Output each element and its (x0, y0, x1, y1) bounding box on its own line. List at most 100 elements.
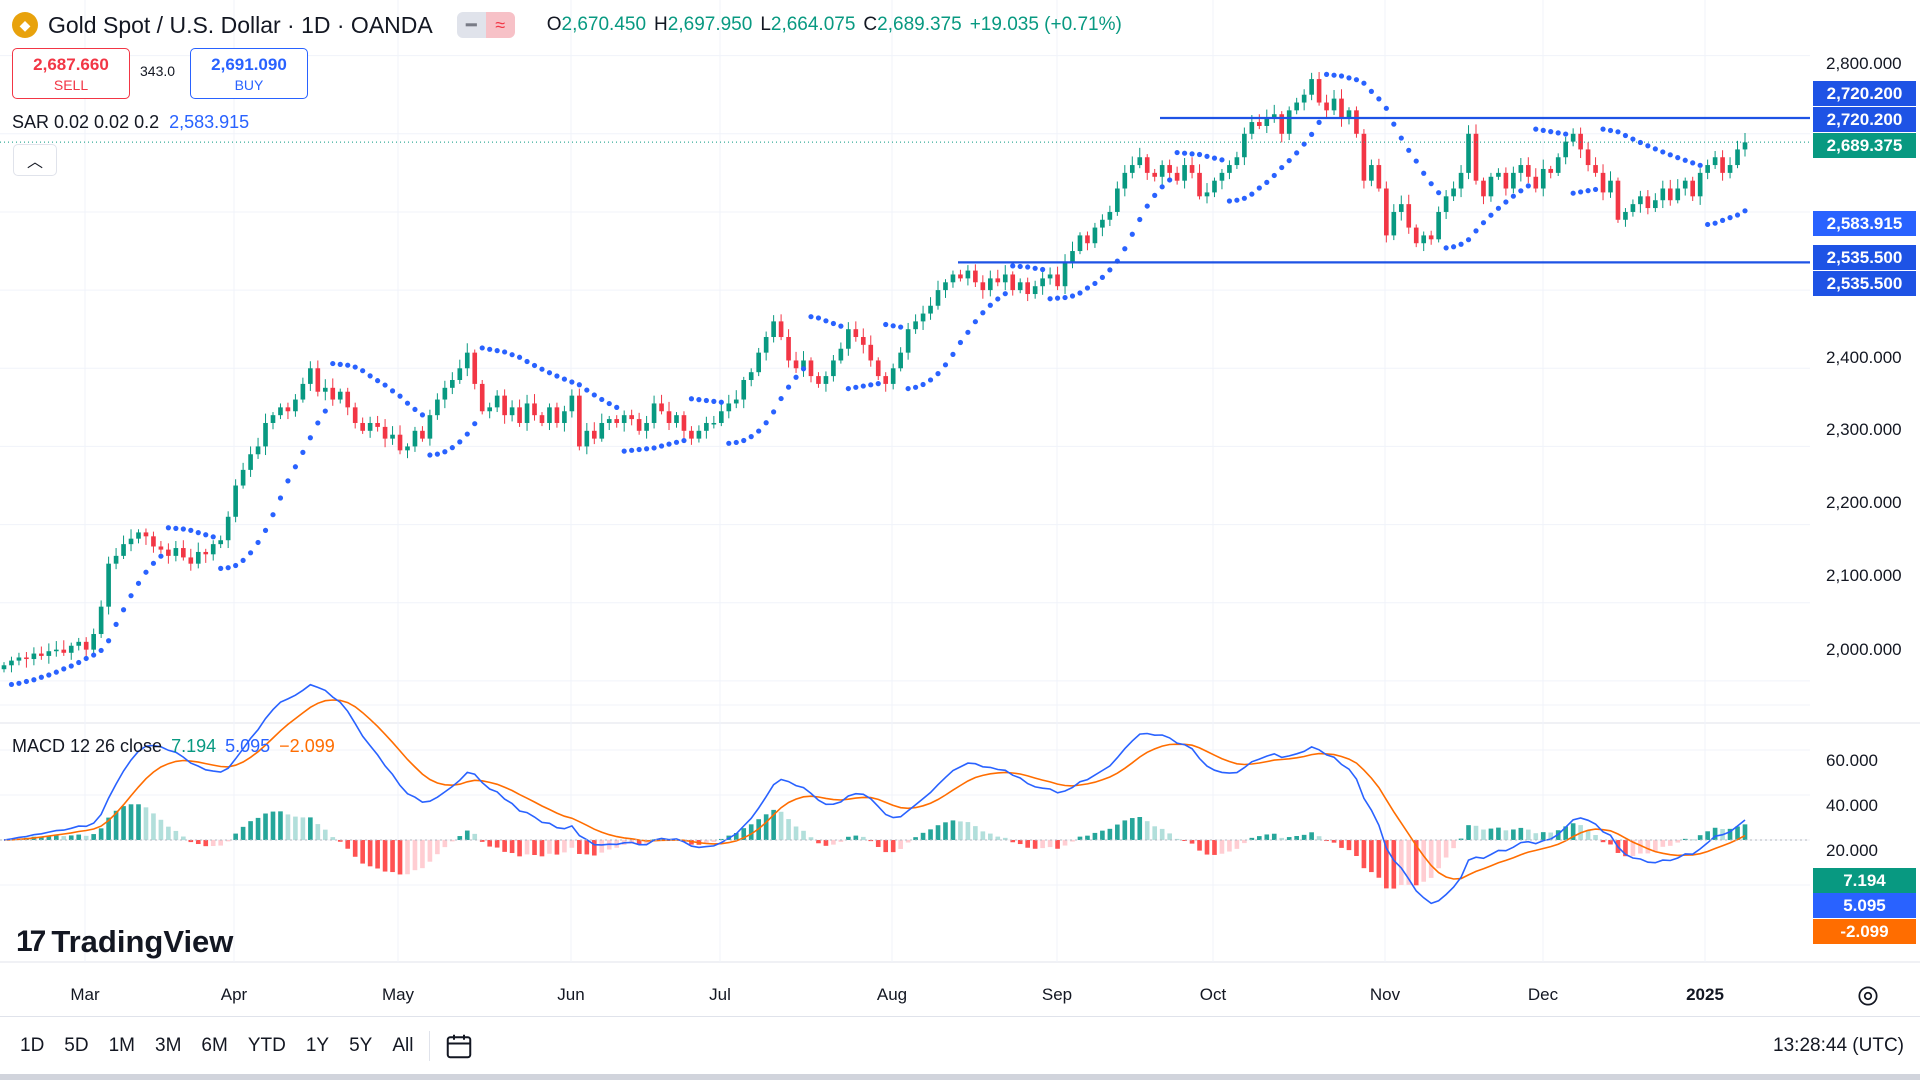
macd-histogram-bar (1182, 840, 1187, 841)
sar-dot (195, 530, 201, 536)
symbol-title[interactable]: Gold Spot / U.S. Dollar · 1D · OANDA (48, 11, 433, 38)
buy-button[interactable]: 2,691.090 BUY (190, 48, 308, 99)
sar-dot (1465, 237, 1472, 243)
candle-body (1645, 196, 1651, 209)
candle-body (1055, 274, 1060, 287)
tradingview-logo[interactable]: 17 TradingView (16, 924, 233, 960)
utc-clock[interactable]: 13:28:44 (UTC) (1773, 1035, 1904, 1056)
sar-dot (576, 382, 582, 388)
candle-body (382, 426, 388, 439)
candle-body (1660, 188, 1666, 201)
macd-histogram-bar (1608, 840, 1613, 845)
sar-dot (1622, 132, 1629, 139)
macd-histogram-bar (1122, 820, 1128, 840)
candle-body (450, 380, 455, 388)
candle-body (950, 274, 956, 283)
macd-histogram-bar (128, 804, 134, 840)
divider (429, 1031, 431, 1061)
sar-dot (681, 437, 687, 444)
candle-body (1070, 251, 1075, 263)
sar-dot (442, 449, 448, 455)
sar-dot (815, 315, 822, 321)
candle-body (39, 653, 44, 656)
indicator-toggle[interactable]: ━ ≈ (456, 12, 515, 38)
sar-dot (800, 366, 807, 372)
macd-histogram-bar (113, 810, 119, 840)
macd-histogram-bar (1436, 840, 1441, 869)
minus-icon[interactable]: ━ (456, 12, 486, 38)
macd-histogram-bar (397, 840, 403, 875)
candle-body (293, 399, 298, 412)
macd-histogram-bar (308, 817, 313, 840)
candle-body (375, 422, 380, 427)
macd-histogram-bar (1593, 835, 1598, 840)
sar-dot (1301, 141, 1307, 147)
macd-histogram-bar (1473, 825, 1479, 840)
sar-legend[interactable]: SAR 0.02 0.02 0.2 2,583.915 (12, 112, 249, 133)
sar-dot (1600, 126, 1606, 132)
range-5y-button[interactable]: 5Y (349, 1035, 373, 1056)
candle-body (233, 485, 238, 517)
macd-histogram-bar (890, 840, 896, 853)
macd-histogram-bar (1727, 828, 1733, 840)
sell-button[interactable]: 2,687.660 SELL (12, 48, 130, 99)
sar-price-tag: 2,583.915 (1813, 211, 1916, 236)
candle-body (435, 399, 440, 416)
macd-legend[interactable]: MACD 12 26 close 7.194 5.095 −2.099 (12, 736, 335, 757)
candle-body (1017, 282, 1023, 291)
sar-dot (330, 360, 336, 367)
macd-histogram-bar (1047, 840, 1053, 848)
candle-body (1286, 110, 1292, 134)
sar-dot (1450, 244, 1457, 250)
sar-dot (748, 434, 754, 440)
macd-histogram-bar (210, 840, 216, 847)
range-all-button[interactable]: All (392, 1035, 414, 1056)
time-label: Dec (1527, 985, 1559, 1004)
range-ytd-button[interactable]: YTD (247, 1035, 286, 1056)
macd-histogram-bar (913, 837, 918, 840)
sar-dot (1152, 192, 1158, 198)
candle-body (1466, 133, 1471, 173)
range-1y-button[interactable]: 1Y (305, 1035, 330, 1056)
candle-body (666, 411, 672, 423)
sar-dot (1540, 127, 1546, 133)
range-6m-button[interactable]: 6M (201, 1035, 228, 1056)
calendar-icon[interactable] (444, 1031, 474, 1061)
collapse-legend-button[interactable]: ︿ (13, 144, 57, 176)
candle-body (1256, 122, 1262, 126)
sar-dot (434, 451, 440, 457)
candle-body (517, 407, 522, 423)
time-label: Sep (1041, 985, 1073, 1004)
range-3m-button[interactable]: 3M (155, 1035, 182, 1056)
wave-icon[interactable]: ≈ (485, 12, 515, 38)
candle-body (1085, 235, 1090, 244)
sar-dot (1734, 212, 1741, 218)
candle-body (1742, 142, 1748, 150)
sar-dot (502, 349, 508, 355)
macd-histogram-bar (412, 840, 418, 871)
macd-histogram-bar (1279, 837, 1285, 840)
sar-dot (987, 302, 993, 308)
macd-histogram-bar (315, 824, 321, 840)
gear-icon[interactable] (1855, 983, 1881, 1009)
candle-body (151, 536, 156, 547)
candle-body (1518, 165, 1524, 173)
candle-body (973, 270, 978, 283)
sar-dot (561, 376, 568, 382)
candle-body (1473, 133, 1479, 181)
macd-histogram-bar (1055, 840, 1060, 849)
sar-dot (270, 512, 276, 518)
sar-dot (927, 377, 934, 383)
macd-histogram-bar (46, 836, 52, 840)
candle-body (1630, 204, 1636, 212)
macd-histogram-bar (1129, 818, 1135, 840)
range-5d-button[interactable]: 5D (64, 1035, 89, 1056)
macd-histogram-bar (980, 831, 986, 840)
candle-body (1548, 168, 1554, 173)
sar-dot (726, 440, 732, 446)
macd-histogram-bar (1369, 840, 1374, 873)
range-1m-button[interactable]: 1M (108, 1035, 135, 1056)
time-label: Aug (876, 985, 908, 1004)
range-1d-button[interactable]: 1D (20, 1035, 45, 1056)
